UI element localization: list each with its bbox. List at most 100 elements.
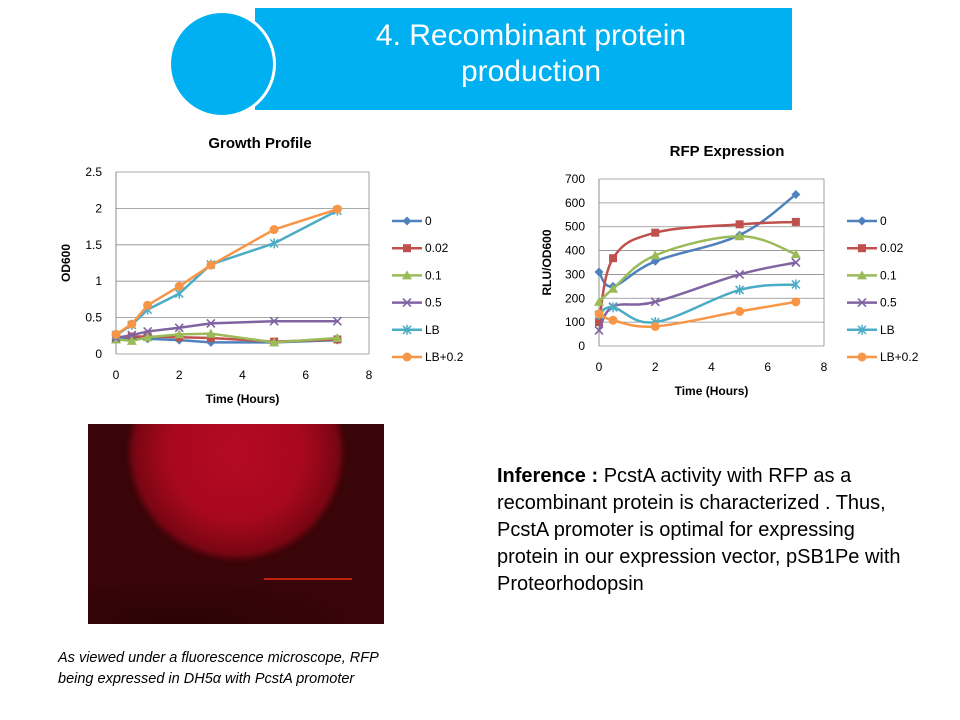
rfp-data-point [594, 296, 604, 306]
growth-data-point [206, 318, 216, 328]
growth-legend-item: LB+0.2 [392, 350, 464, 364]
rfp-legend-item: LB [847, 323, 895, 337]
growth-y-tick-label: 1.5 [85, 238, 102, 252]
growth-legend-item: 0.02 [392, 241, 449, 255]
rfp-data-point [594, 309, 604, 319]
rfp-data-point [594, 267, 604, 277]
rfp-data-point [650, 250, 661, 260]
rfp-data-point [735, 269, 745, 279]
rfp-y-axis-title: RLU/OD600 [540, 229, 554, 295]
growth-data-point [174, 329, 185, 339]
growth-legend-item: LB [392, 323, 440, 337]
rfp-legend-marker [858, 244, 866, 253]
growth-data-point [143, 300, 153, 310]
inference-body: PcstA activity with RFP as a recombinant… [497, 465, 901, 595]
rfp-y-tick-label: 0 [578, 339, 585, 353]
growth-data-point [111, 329, 121, 339]
rfp-legend-marker [857, 352, 867, 362]
rfp-legend-label: 0.02 [880, 241, 904, 255]
growth-legend-marker [403, 244, 411, 253]
rfp-x-tick-label: 0 [596, 360, 603, 374]
rfp-legend-marker [857, 324, 867, 335]
rfp-data-point [734, 231, 745, 241]
growth-data-point [143, 326, 153, 336]
rfp-legend-item: 0 [847, 214, 887, 228]
rfp-y-tick-label: 200 [565, 291, 585, 305]
growth-data-point [206, 333, 215, 342]
growth-series-LB+0.2 [111, 204, 342, 339]
rfp-data-point [790, 249, 801, 259]
growth-legend-item: 0.5 [392, 296, 442, 310]
figure-caption: As viewed under a fluorescence microscop… [58, 648, 418, 690]
title-circle-decoration [168, 10, 276, 118]
rfp-data-point [650, 297, 660, 307]
inference-label: Inference : [497, 465, 599, 487]
rfp-series-0.5 [594, 257, 801, 336]
rfp-title: RFP Expression [670, 143, 785, 160]
growth-legend-label: LB+0.2 [425, 350, 464, 364]
growth-x-tick-label: 0 [113, 368, 120, 382]
rfp-series-0.1 [594, 231, 801, 306]
growth-data-point [269, 337, 280, 347]
rfp-data-point [608, 283, 619, 293]
caption-line-2: being expressed in DH5α with PcstA promo… [58, 671, 355, 687]
slide-title-line-1: 4. Recombinant protein [375, 19, 687, 52]
rfp-series-line [597, 193, 797, 288]
growth-legend-marker [402, 216, 412, 226]
growth-x-tick-label: 2 [176, 368, 183, 382]
growth-data-point [269, 238, 279, 249]
growth-legend-marker [402, 270, 412, 280]
rfp-expression-chart: 0 100 200 300 400 500 600 700 0 2 4 6 8 RFP Expressio… [540, 143, 919, 398]
growth-title: Growth Profile [208, 135, 311, 152]
growth-legend-item: 0 [392, 214, 432, 228]
rfp-data-point [594, 325, 604, 336]
rfp-data-point [735, 306, 745, 316]
rfp-data-point [791, 279, 801, 290]
rfp-x-tick-label: 6 [764, 360, 771, 374]
growth-x-tick-label: 8 [366, 368, 373, 382]
growth-legend-label: 0 [425, 214, 432, 228]
rfp-y-tick-label: 600 [565, 196, 585, 210]
rfp-legend-item: 0.1 [847, 268, 897, 282]
rfp-y-tick-label: 700 [565, 172, 585, 186]
growth-data-point [142, 332, 153, 342]
rfp-legend-item: 0.5 [847, 296, 897, 310]
rfp-legend-label: 0.5 [880, 296, 897, 310]
growth-data-point [269, 316, 279, 326]
growth-legend-label: LB [425, 323, 440, 337]
rfp-legend-marker [857, 270, 867, 280]
scale-bar [264, 578, 352, 580]
rfp-data-point [791, 190, 801, 200]
rfp-x-tick-label: 8 [821, 360, 828, 374]
rfp-x-tick-label: 4 [708, 360, 715, 374]
rfp-legend-label: LB [880, 323, 895, 337]
rfp-fluorescence-glow [130, 424, 342, 558]
growth-data-point [127, 319, 137, 329]
rfp-data-point [595, 318, 603, 327]
growth-profile-chart: 0 0.5 1 1.5 2 2.5 0 2 4 6 8 Growth Profile Time (Hou… [59, 135, 464, 406]
growth-x-axis-title: Time (Hours) [206, 392, 280, 406]
microscope-shadow [88, 574, 384, 624]
microscope-image [88, 424, 384, 624]
rfp-legend-item: 0.02 [847, 241, 904, 255]
rfp-x-axis-title: Time (Hours) [675, 384, 749, 398]
slide-title-line-2: production [460, 55, 602, 88]
growth-data-point [127, 330, 137, 340]
growth-data-point [126, 335, 137, 345]
rfp-legend-marker [857, 298, 867, 308]
growth-y-axis-title: OD600 [59, 244, 73, 282]
growth-y-tick-label: 0.5 [85, 311, 102, 325]
rfp-x-tick-label: 2 [652, 360, 659, 374]
growth-legend-marker [402, 298, 412, 308]
rfp-data-point [791, 257, 801, 268]
rfp-data-point [608, 302, 618, 313]
rfp-legend-item: LB+0.2 [847, 350, 919, 364]
growth-data-point [206, 260, 216, 270]
rfp-data-point [650, 321, 660, 331]
caption-line-1: As viewed under a fluorescence microscop… [58, 650, 379, 666]
rfp-legend-label: 0.1 [880, 268, 897, 282]
growth-legend-label: 0.5 [425, 296, 442, 310]
growth-legend-item: 0.1 [392, 268, 442, 282]
growth-series-0.1 [111, 328, 343, 347]
growth-legend-marker [402, 324, 412, 335]
